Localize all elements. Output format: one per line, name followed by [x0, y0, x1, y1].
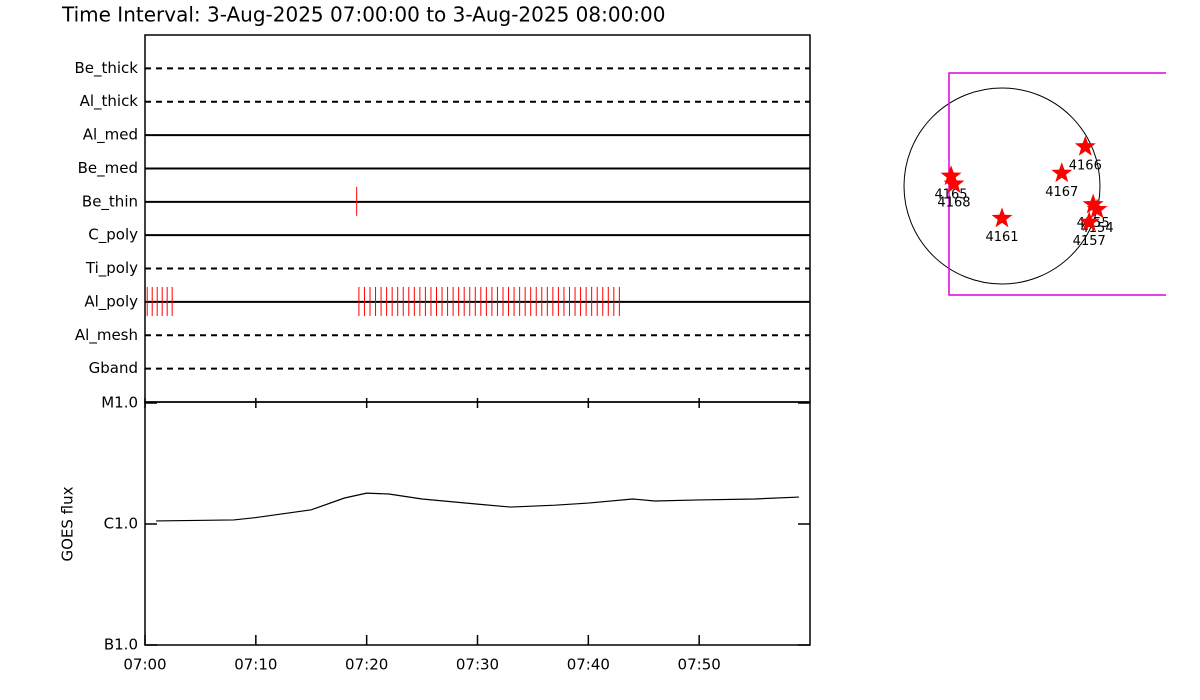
x-tick-label: 07:50 [678, 656, 721, 674]
filter-label: Gband [89, 359, 138, 377]
filter-label: Be_thick [74, 59, 138, 78]
x-tick-label: 07:20 [345, 656, 388, 674]
x-tick-label: 07:10 [234, 656, 277, 674]
filter-label: Ti_poly [85, 259, 138, 278]
filter-label: Al_poly [84, 292, 138, 311]
region-star [1074, 135, 1096, 156]
region-label: 4168 [937, 196, 970, 211]
y-tick-label: C1.0 [104, 515, 138, 533]
region-star [1051, 162, 1073, 183]
y-axis-label: GOES flux [59, 486, 77, 561]
filter-label: Al_med [83, 126, 138, 145]
solar-disk [903, 87, 1101, 285]
region-label: 4161 [985, 230, 1018, 245]
title: Time Interval: 3-Aug-2025 07:00:00 to 3-… [61, 3, 666, 27]
goes-curve [156, 492, 799, 522]
filter-label: Be_med [78, 159, 138, 178]
y-tick-label: B1.0 [104, 636, 138, 654]
region-star [1086, 198, 1108, 219]
region-star [943, 173, 965, 193]
filter-label: Al_thick [80, 92, 139, 111]
region-star [1082, 193, 1104, 214]
y-tick-label: M1.0 [101, 394, 138, 412]
region-star [940, 165, 962, 186]
region-label: 4166 [1069, 158, 1102, 173]
x-tick-label: 07:30 [456, 656, 499, 674]
region-star [991, 207, 1013, 228]
x-tick-label: 07:40 [567, 656, 610, 674]
region-label: 4167 [1045, 185, 1078, 200]
region-star [1078, 211, 1100, 232]
filter-label: Al_mesh [75, 326, 138, 345]
filter-label: Be_thin [82, 192, 138, 211]
x-tick-label: 07:00 [123, 656, 166, 674]
filter-label: C_poly [88, 226, 138, 245]
region-label: 4157 [1073, 234, 1106, 249]
